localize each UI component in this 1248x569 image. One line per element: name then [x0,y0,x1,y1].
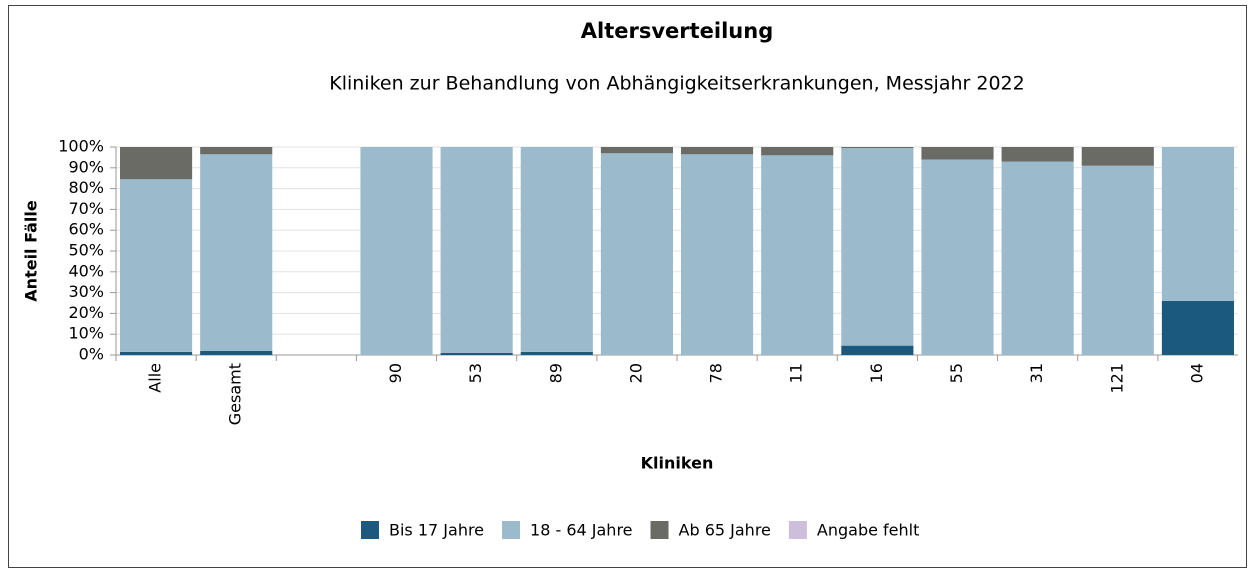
legend-label: Bis 17 Jahre [389,521,484,540]
bar-segment [681,154,754,355]
bar-segment [200,350,273,355]
bar-segment [520,147,593,352]
x-tick-label: 55 [947,363,966,383]
bar-segment [440,352,513,355]
y-tick-label: 50% [68,241,104,260]
x-tick-label: 78 [707,363,726,383]
y-tick-label: 20% [68,303,104,322]
bar-segment [520,351,593,355]
x-tick-label: 04 [1187,363,1206,383]
x-tick-label: Alle [146,363,165,393]
y-tick-label: 40% [68,261,104,280]
bar-segment [600,153,673,355]
bar-segment [200,147,273,155]
bar-segment [360,147,433,355]
bar-segment [761,147,834,156]
legend-swatch [650,521,669,539]
chart-title: Altersverteilung [581,19,774,43]
bar-segment [841,148,914,346]
bar-segment [1081,147,1154,166]
x-tick-label: 53 [466,363,485,383]
legend-label: Angabe fehlt [817,521,919,540]
y-tick-label: 0% [79,345,104,364]
bar-segment [600,147,673,154]
bar-segment [921,159,994,355]
x-tick-label: 16 [867,363,886,383]
bar-segment [841,147,914,149]
bar-segment [1161,300,1234,355]
bar-segment [1001,147,1074,162]
bar-segment [120,147,193,180]
bar-segment [841,345,914,355]
bar-segment [200,154,273,351]
x-tick-label: 31 [1027,363,1046,383]
x-tick-label: 89 [546,363,565,383]
x-tick-label: 121 [1107,363,1126,394]
x-tick-label: 11 [787,363,806,383]
y-tick-label: 80% [68,178,104,197]
x-tick-label: 20 [626,363,645,383]
legend-label: 18 - 64 Jahre [530,521,632,540]
bar-segment [120,179,193,352]
legend-swatch [361,521,379,539]
y-tick-label: 30% [68,282,104,301]
legend-swatch [788,521,807,539]
bar-segment [120,351,193,355]
bar-segment [1161,147,1234,301]
bar-segment [921,147,994,160]
x-tick-label: Gesamt [226,363,245,425]
x-tick-label: 90 [386,363,405,383]
bar-segment [681,147,754,155]
legend-swatch [502,521,521,539]
y-tick-label: 90% [68,157,104,176]
bar-segment [1001,161,1074,355]
y-axis-label: Anteil Fälle [22,200,41,302]
bar-segment [761,155,834,355]
y-tick-label: 100% [58,137,104,156]
x-axis-label: Kliniken [641,454,714,473]
bar-segment [440,147,513,353]
chart-subtitle: Kliniken zur Behandlung von Abhängigkeit… [329,73,1024,95]
y-tick-label: 70% [68,199,104,218]
bar-segment [1081,165,1154,355]
legend-label: Ab 65 Jahre [679,521,771,540]
y-tick-label: 10% [68,324,104,343]
y-tick-label: 60% [68,220,104,239]
